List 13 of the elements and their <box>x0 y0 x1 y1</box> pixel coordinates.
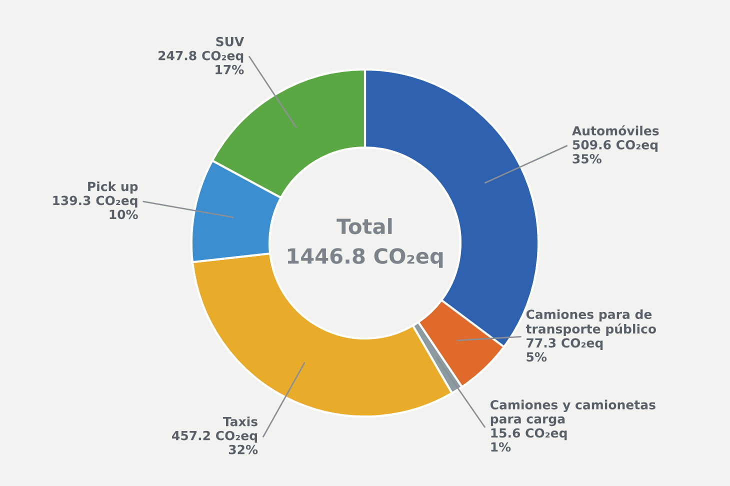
text: Total 1446.8 CO₂eq <box>288 218 443 268</box>
data-label: 247.8 CO₂eq 17% <box>158 50 244 74</box>
data-label: 15.6 CO₂eq 1% <box>491 428 567 452</box>
slice-label: Camiones para de transporte público <box>526 309 656 336</box>
slice-label: Camiones y camionetas para carga <box>490 400 656 426</box>
data-label: 77.3 CO₂eq 5% <box>526 338 603 362</box>
data-label: 139.3 CO₂eq 10% <box>53 196 138 220</box>
data-label: 509.6 CO₂eq 35% <box>572 140 658 164</box>
slice-label: SUV <box>216 36 244 46</box>
data-label: 457.2 CO₂eq 32% <box>172 430 258 454</box>
slice-label: Automóviles <box>572 125 659 136</box>
slice-label: Taxis <box>222 416 258 426</box>
slice-label: Pick up <box>88 182 138 194</box>
